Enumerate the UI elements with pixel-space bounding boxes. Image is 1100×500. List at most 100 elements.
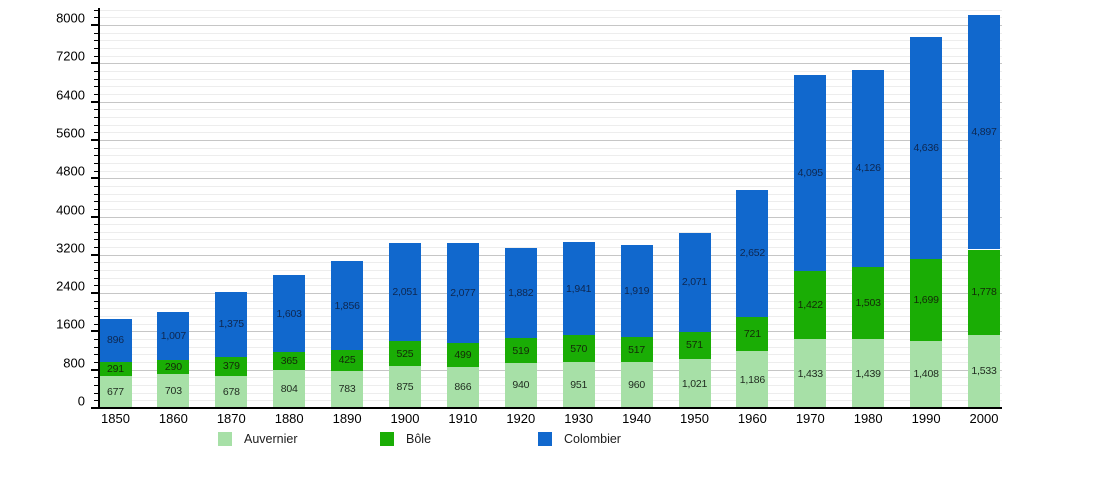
y-minor-tick [94,9,98,11]
y-axis-tick-label: 1600 [56,316,85,332]
y-minor-tick [94,78,98,80]
bar-segment-colombier-1980 [852,69,885,268]
y-minor-tick [94,285,98,287]
minor-gridline [99,109,1002,111]
y-major-tick [91,253,98,256]
bole-swatch-icon [380,432,394,446]
bar-segment-auvernier-1940 [620,362,653,408]
bar-segment-bôle-1900 [389,340,421,367]
x-axis-tick-label: 1860 [158,411,188,426]
x-axis-labels: 1850 1860 1870 1880 1890 1900 1910 1920 1930 1940… [99,411,1002,427]
bar-segment-auvernier-1930 [562,362,595,408]
minor-gridline [99,239,1002,241]
y-minor-tick [94,323,98,325]
y-minor-tick [94,316,98,318]
bar-segment-colombier-1890 [331,261,364,351]
major-gridline [99,63,1002,65]
minor-gridline [99,354,1002,356]
minor-gridline [99,185,1002,187]
y-minor-tick [94,231,98,233]
bar-segment-auvernier-1990 [910,340,943,408]
bar-segment-colombier-1920 [504,248,537,339]
bar-segment-auvernier-1870 [215,375,248,408]
bar-segment-bôle-1910 [446,342,479,367]
y-axis-tick-label: 800 [63,355,85,371]
y-minor-tick [94,155,98,157]
minor-gridline [99,116,1002,118]
legend-label: Bôle [406,432,432,446]
bar-segment-bôle-2000 [968,249,1000,335]
y-minor-tick [94,201,98,203]
major-gridline [99,216,1002,218]
major-gridline [99,25,1002,26]
minor-gridline [99,40,1002,42]
bar-segment-auvernier-1960 [736,351,769,408]
major-gridline [99,178,1002,180]
y-axis-tick-label: 2400 [56,278,85,294]
auvernier-swatch-icon [218,432,232,446]
x-axis-tick-label: 1940 [622,411,652,426]
bar-segment-colombier-1930 [562,242,595,336]
bar-segment-colombier-1860 [157,312,190,361]
x-axis-tick-label: 1920 [506,411,536,426]
y-minor-tick [94,392,98,394]
major-gridline [99,254,1002,256]
y-minor-tick [94,339,98,341]
bar-segment-bôle-1970 [794,271,827,340]
minor-gridline [99,147,1002,149]
bar-segment-bôle-1920 [504,338,537,363]
minor-gridline [99,346,1002,348]
minor-gridline [99,9,1002,11]
bar-segment-bôle-1870 [215,357,248,376]
x-axis-tick-label: 1950 [680,411,709,426]
y-minor-tick [94,354,98,356]
bar-segment-auvernier-1910 [446,366,479,408]
x-axis-tick-label: 1990 [911,411,941,426]
minor-gridline [99,300,1002,302]
major-gridline [99,369,1002,371]
minor-gridline [99,270,1002,272]
y-minor-tick [94,224,98,226]
y-major-tick [91,215,98,218]
minor-gridline [99,132,1002,134]
y-minor-tick [94,208,98,210]
y-minor-tick [94,40,98,42]
x-axis-tick-label: 1890 [332,411,362,426]
bar-segment-bôle-1950 [678,331,711,360]
minor-gridline [99,231,1002,233]
y-axis-tick-label: 3200 [56,240,85,256]
bar-segment-colombier-1940 [620,245,653,338]
minor-gridline [99,124,1002,126]
bar-segment-colombier-1870 [215,291,248,358]
minor-gridline [99,392,1002,394]
legend-item-colombier: Colombier [538,431,621,447]
y-major-tick [91,177,98,180]
y-minor-tick [94,147,98,149]
colombier-swatch-icon [538,432,552,446]
bar-segment-auvernier-1970 [794,339,827,408]
y-minor-tick [94,17,98,19]
y-minor-tick [94,47,98,49]
x-axis-tick-label: 1880 [274,411,304,426]
legend-item-auvernier: Auvernier [218,431,298,447]
bar-segment-auvernier-2000 [968,334,1000,408]
minor-gridline [99,208,1002,210]
bar-segment-bôle-1980 [852,267,885,340]
y-minor-tick [94,270,98,272]
bar-segment-bôle-1930 [562,335,595,363]
bar-segment-auvernier-1850 [99,375,132,408]
x-axis-line [98,407,1002,409]
y-axis-tick-label: 6400 [56,87,85,103]
bar-segment-bôle-1990 [910,259,943,341]
y-axis-tick-label: 7200 [56,48,85,64]
y-axis-tick-label: 4800 [56,163,85,179]
y-minor-tick [94,193,98,195]
y-minor-tick [94,70,98,72]
x-axis-tick-label: 1910 [448,411,478,426]
y-minor-tick [94,239,98,241]
minor-gridline [99,86,1002,88]
minor-gridline [99,400,1002,402]
y-major-tick [91,24,98,26]
bar-segment-colombier-1960 [736,189,769,317]
